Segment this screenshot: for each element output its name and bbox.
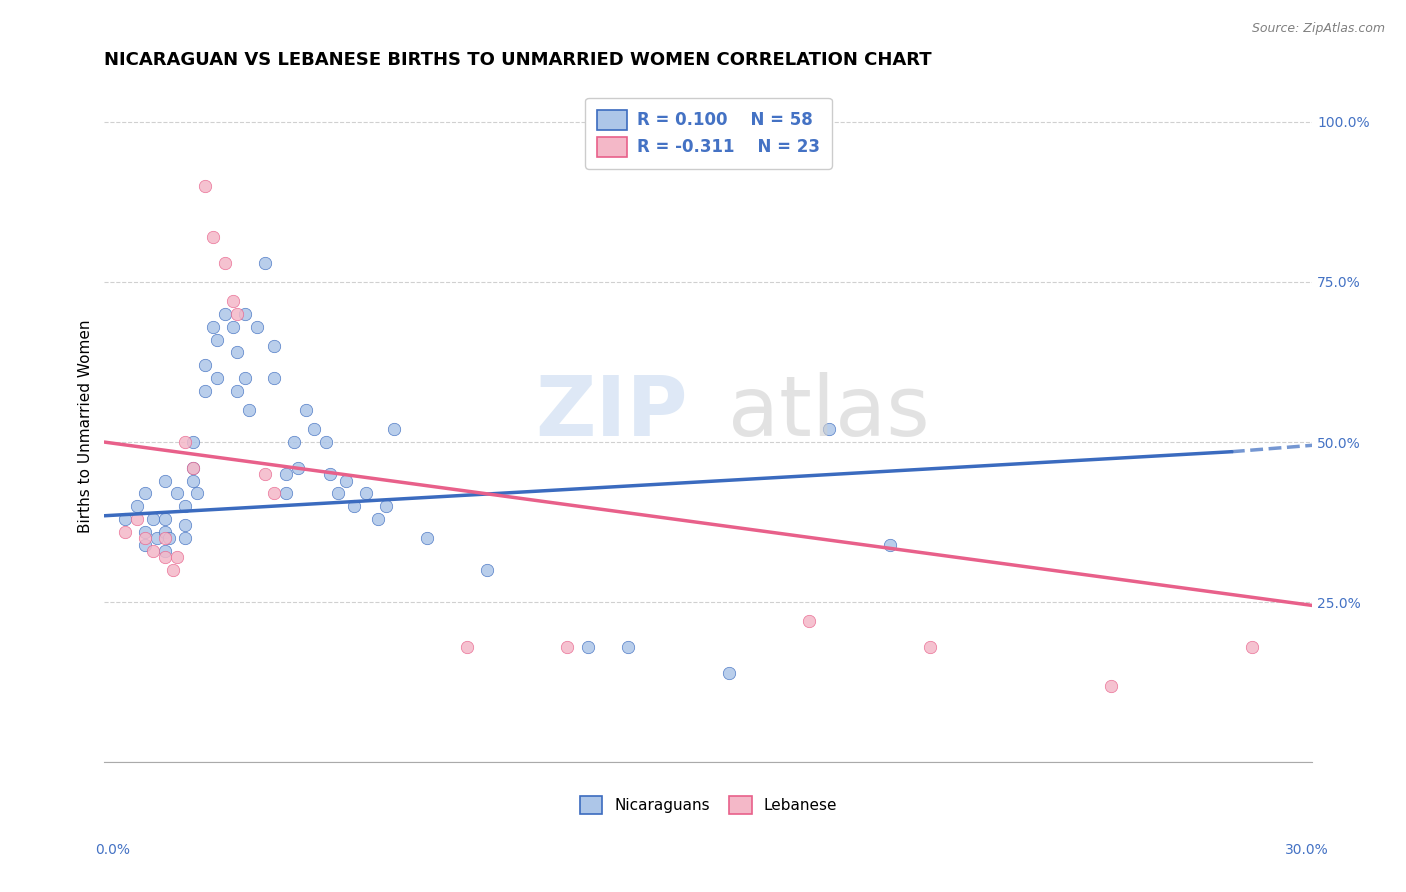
Point <box>222 319 245 334</box>
Y-axis label: Births to Unmarried Women: Births to Unmarried Women <box>79 319 93 533</box>
Point <box>202 230 225 244</box>
Point <box>302 422 325 436</box>
Point <box>367 512 389 526</box>
Text: ZIP: ZIP <box>536 372 688 453</box>
Point <box>226 307 249 321</box>
Legend: Nicaraguans, Lebanese: Nicaraguans, Lebanese <box>572 789 845 822</box>
Point <box>194 358 217 372</box>
Point <box>174 435 197 450</box>
Point <box>326 486 349 500</box>
Point <box>918 640 941 654</box>
Point <box>797 615 820 629</box>
Text: 0.0%: 0.0% <box>96 843 131 857</box>
Point <box>134 486 156 500</box>
Point <box>354 486 377 500</box>
Point <box>214 307 236 321</box>
Point <box>153 531 176 545</box>
Point <box>263 486 285 500</box>
Point <box>202 319 225 334</box>
Point <box>134 524 156 539</box>
Point <box>283 435 305 450</box>
Point <box>157 531 180 545</box>
Point <box>153 512 176 526</box>
Point <box>125 512 148 526</box>
Point <box>166 550 188 565</box>
Point <box>617 640 640 654</box>
Point <box>879 538 901 552</box>
Point <box>114 524 136 539</box>
Point <box>254 255 277 269</box>
Point <box>274 467 297 482</box>
Point <box>166 486 188 500</box>
Point <box>181 460 204 475</box>
Point <box>382 422 405 436</box>
Point <box>233 307 256 321</box>
Point <box>226 345 249 359</box>
Point <box>194 384 217 398</box>
Point <box>1240 640 1263 654</box>
Point <box>238 403 260 417</box>
Point <box>415 531 437 545</box>
Point <box>114 512 136 526</box>
Point <box>153 550 176 565</box>
Point <box>557 640 579 654</box>
Point <box>263 371 285 385</box>
Point <box>818 422 841 436</box>
Point <box>274 486 297 500</box>
Point <box>335 474 357 488</box>
Point <box>287 460 309 475</box>
Point <box>205 333 228 347</box>
Point <box>254 467 277 482</box>
Point <box>174 518 197 533</box>
Point <box>294 403 316 417</box>
Point <box>181 435 204 450</box>
Point <box>142 544 165 558</box>
Point <box>186 486 208 500</box>
Point <box>142 512 165 526</box>
Text: Source: ZipAtlas.com: Source: ZipAtlas.com <box>1251 22 1385 36</box>
Point <box>153 524 176 539</box>
Point <box>222 294 245 309</box>
Point <box>475 563 498 577</box>
Point <box>145 531 167 545</box>
Point <box>375 499 398 513</box>
Point <box>717 665 740 680</box>
Point <box>315 435 337 450</box>
Point <box>181 474 204 488</box>
Text: NICARAGUAN VS LEBANESE BIRTHS TO UNMARRIED WOMEN CORRELATION CHART: NICARAGUAN VS LEBANESE BIRTHS TO UNMARRI… <box>104 51 932 69</box>
Point <box>226 384 249 398</box>
Point <box>214 255 236 269</box>
Point <box>174 531 197 545</box>
Point <box>125 499 148 513</box>
Point <box>153 474 176 488</box>
Text: 30.0%: 30.0% <box>1285 843 1329 857</box>
Point <box>263 339 285 353</box>
Point <box>233 371 256 385</box>
Point <box>1099 679 1122 693</box>
Point <box>343 499 366 513</box>
Point <box>174 499 197 513</box>
Point <box>153 544 176 558</box>
Point <box>576 640 599 654</box>
Point <box>181 460 204 475</box>
Point <box>205 371 228 385</box>
Point <box>319 467 342 482</box>
Point <box>456 640 478 654</box>
Point <box>134 538 156 552</box>
Point <box>162 563 184 577</box>
Point <box>194 178 217 193</box>
Text: atlas: atlas <box>728 372 931 453</box>
Point <box>134 531 156 545</box>
Point <box>246 319 269 334</box>
